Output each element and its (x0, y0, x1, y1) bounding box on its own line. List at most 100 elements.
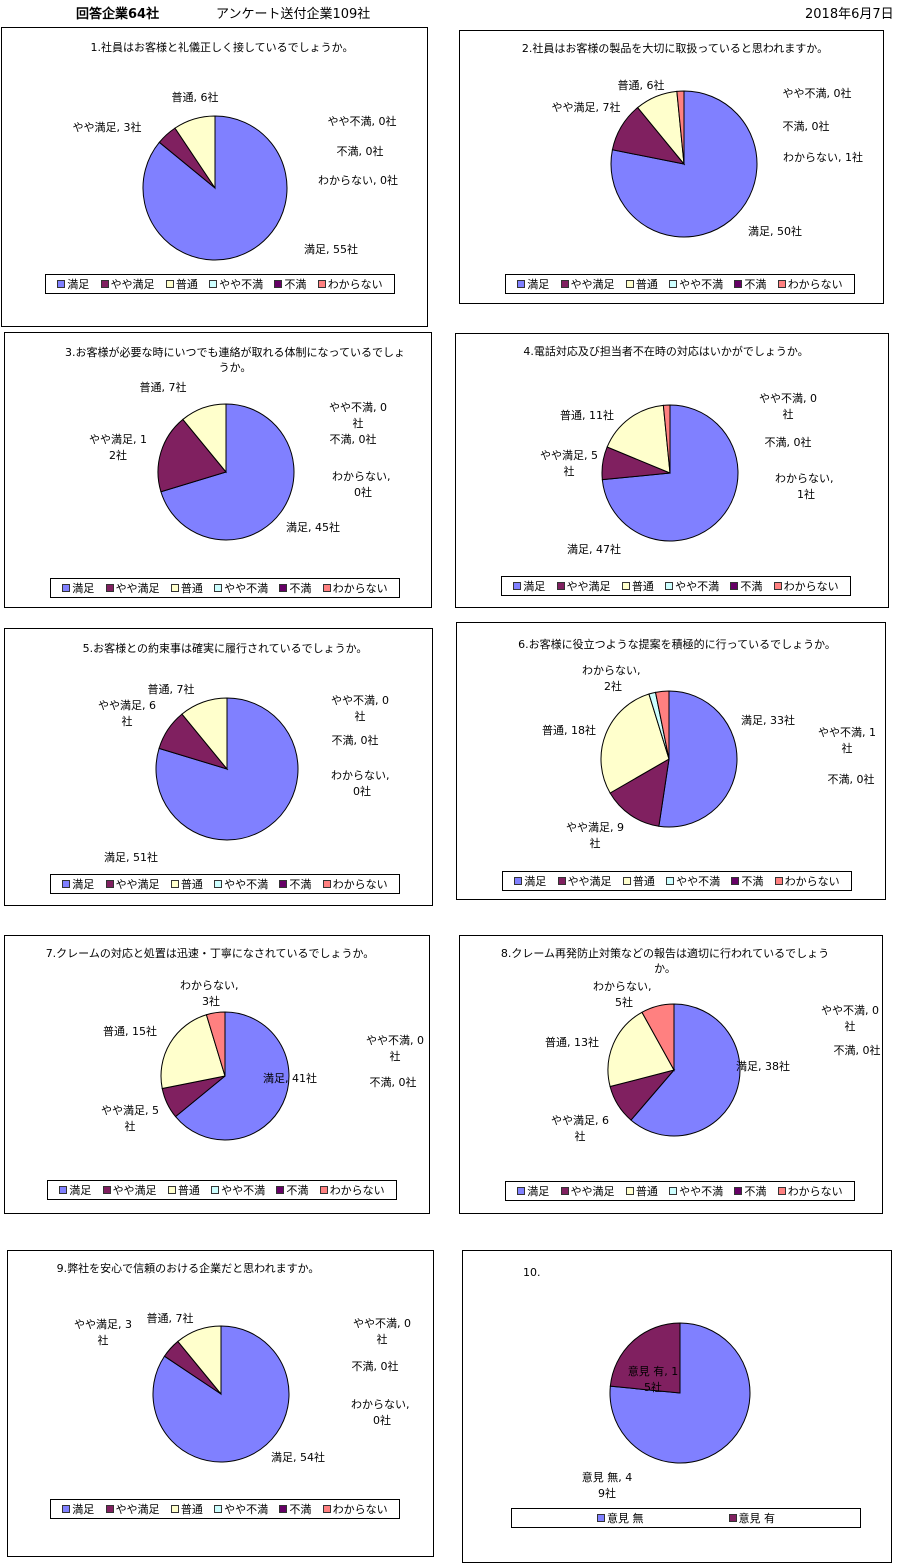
pie-slice-満足 (658, 690, 738, 828)
legend-item: やや不満 (214, 580, 268, 596)
legend-item: やや満足 (102, 1182, 157, 1198)
legend-swatch (105, 584, 114, 592)
data-label-わからない: わからない, 1社 (775, 472, 837, 501)
chart-title: 6.お客様に役立つような提案を積極的に行っているでしょうか。 (518, 638, 836, 651)
legend-label: 不満 (744, 278, 767, 291)
pie-chart: 意見 無, 4 9社 意見 有, 1 5社 (582, 1322, 751, 1500)
chart-legend: 満足 やや満足 普通 やや不満 不満 わからない (47, 1180, 397, 1200)
legend-swatch (514, 877, 523, 885)
legend-label: やや満足 (570, 278, 615, 291)
pie-slice-普通 (607, 1011, 675, 1088)
legend-item: 不満 (734, 1183, 766, 1199)
legend-swatch (669, 280, 678, 288)
data-label-わからない: わからない, 0社 (332, 470, 394, 499)
data-label-わからない: わからない, 0社 (318, 173, 398, 187)
legend-item: 普通 (621, 578, 654, 594)
legend-swatch (276, 1186, 285, 1194)
legend-swatch (665, 582, 674, 590)
data-label-普通: 普通, 13社 (545, 1035, 599, 1049)
chart-title: 1.社員はお客様と礼儀正しく接しているでしょうか。 (90, 41, 354, 54)
pie-slice-やや満足 (157, 418, 227, 493)
data-label-満足: 満足, 33社 (741, 713, 795, 727)
legend-item: 意見 無 (597, 1510, 644, 1526)
legend-label: 不満 (741, 875, 764, 888)
legend-label: 満足 (72, 582, 95, 595)
legend-item: 満足 (62, 580, 94, 596)
legend-swatch (731, 877, 740, 885)
legend-label: やや不満 (224, 878, 269, 891)
legend-item: やや満足 (105, 580, 160, 596)
data-label-わからない: わからない, 0社 (351, 1398, 413, 1427)
legend-item: わからない (777, 1183, 843, 1199)
legend-label: やや満足 (112, 1184, 157, 1197)
legend-item: わからない (777, 276, 843, 292)
legend-label: 普通 (180, 1503, 203, 1516)
data-label-普通: 普通, 7社 (147, 1311, 194, 1325)
data-label-意見無: 意見 無, 4 9社 (582, 1470, 633, 1500)
legend-label: やや不満 (224, 1503, 269, 1516)
legend-item: 満足 (513, 578, 545, 594)
pie-slice-普通 (606, 404, 671, 474)
data-label-不満: 不満, 0社 (332, 733, 379, 747)
legend-swatch (322, 880, 331, 888)
legend-item: やや満足 (556, 578, 611, 594)
data-label-普通: 普通, 15社 (103, 1024, 157, 1038)
legend-item: やや不満 (669, 1183, 723, 1199)
legend-item: 普通 (167, 1182, 200, 1198)
legend-swatch (105, 1505, 114, 1513)
legend-swatch (556, 582, 565, 590)
chart-panel-5: 5.お客様との約束事は確実に履行されているでしょうか。 満足, 51社 やや満足, … (4, 628, 433, 906)
legend-item: やや不満 (214, 1501, 268, 1517)
legend-item: 満足 (517, 276, 549, 292)
legend-label: やや不満 (675, 580, 720, 593)
chart-legend: 満足 やや満足 普通 やや不満 不満 わからない (505, 1181, 855, 1201)
pie-slice-普通 (181, 697, 228, 771)
legend-swatch (209, 280, 218, 288)
legend-label: 不満 (744, 1185, 767, 1198)
legend-item: 満足 (62, 876, 94, 892)
legend-swatch (279, 584, 288, 592)
data-label-普通: 普通, 18社 (542, 723, 596, 737)
data-label-不満: 不満, 0社 (828, 772, 875, 786)
legend-item: 不満 (730, 578, 762, 594)
chart-panel-2: 2.社員はお客様の製品を大切に取扱っていると思われますか。 満足, 50社 やや満足… (459, 30, 884, 304)
legend-item: わからない (322, 876, 388, 892)
legend-swatch (669, 1187, 678, 1195)
legend-label: 満足 (72, 1503, 95, 1516)
chart-legend: 満足 やや満足 普通 やや不満 不満 わからない (501, 576, 851, 596)
legend-label: 不満 (286, 1184, 309, 1197)
legend-item: やや満足 (560, 1183, 615, 1199)
legend-label: やや満足 (566, 580, 611, 593)
legend-label: 満足 (527, 278, 550, 291)
legend-label: 満足 (69, 1184, 92, 1197)
legend-label: わからない (327, 278, 383, 291)
data-label-普通: 普通, 6社 (618, 78, 665, 92)
data-label-普通: 普通, 7社 (148, 682, 195, 696)
legend-swatch (59, 1186, 68, 1194)
legend-label: 普通 (175, 278, 198, 291)
chart-legend: 満足 やや満足 普通 やや不満 不満 わからない (505, 274, 855, 294)
data-label-満足: 満足, 41社 (263, 1071, 317, 1085)
legend-swatch (777, 280, 786, 288)
legend-label: 満足 (72, 878, 95, 891)
pie-chart: 満足, 54社 やや満足, 3 社 普通, 7社 やや不満, 0 社不満, 0社わからない… (74, 1311, 413, 1464)
legend-label: わからない (332, 1503, 388, 1516)
legend-label: やや不満 (679, 1185, 724, 1198)
legend-label: 意見 無 (607, 1512, 644, 1525)
legend-label: やや満足 (570, 1185, 615, 1198)
legend-swatch (279, 1505, 288, 1513)
pie-chart: 満足, 47社 やや満足, 5 社 普通, 11社 やや不満, 0 社不満, 0社わからな… (540, 392, 837, 556)
chart-legend: 満足 やや満足 普通 やや不満 不満 わからない (50, 578, 400, 598)
legend-item: わからない (773, 578, 839, 594)
legend-item: やや不満 (665, 578, 719, 594)
legend-label: 普通 (180, 582, 203, 595)
legend-item: 普通 (170, 580, 203, 596)
legend-item: 不満 (731, 873, 763, 889)
surveys-sent-heading: アンケート送付企業109社 (216, 7, 371, 22)
